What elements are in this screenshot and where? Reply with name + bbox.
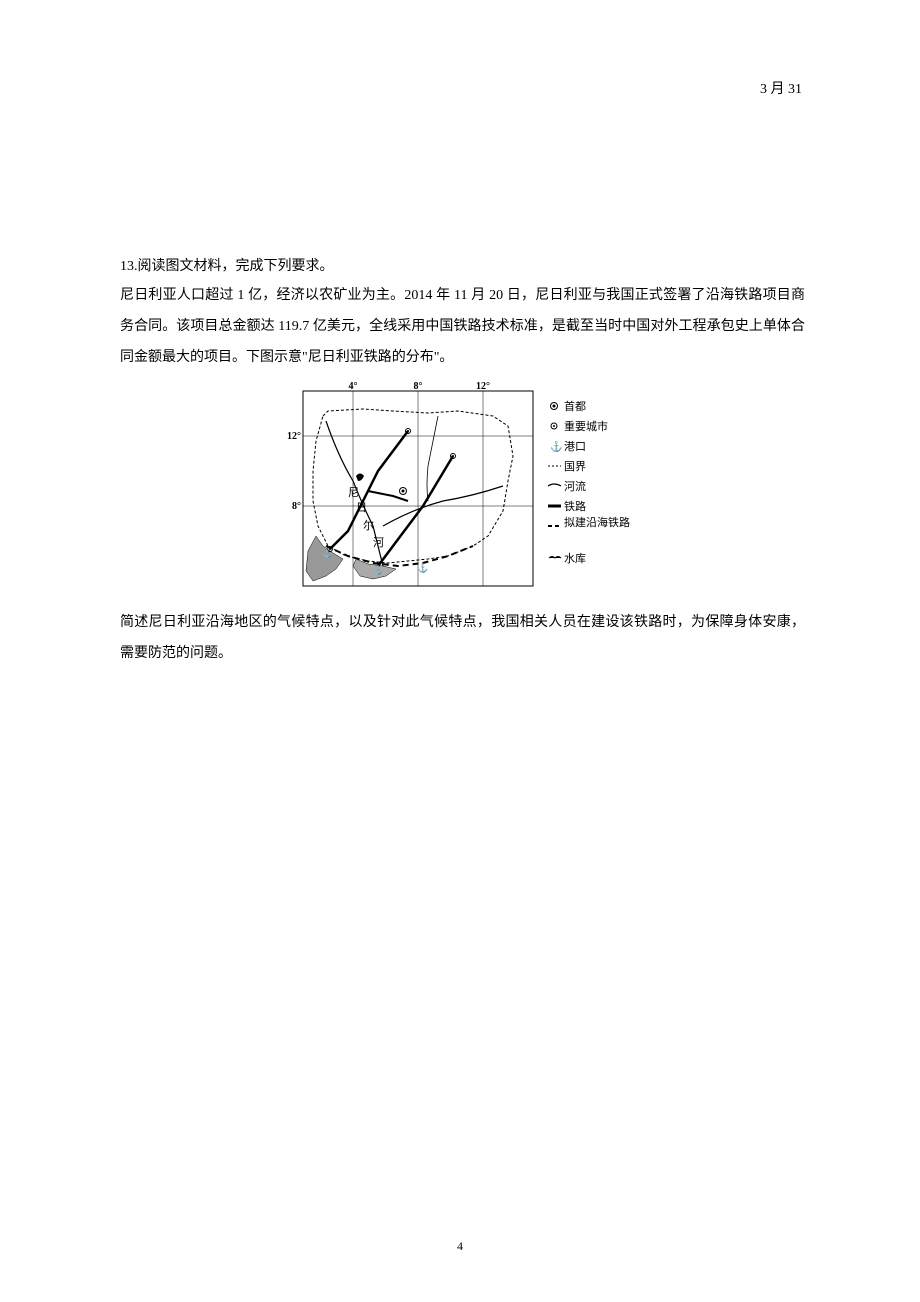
question-number: 13. [120, 259, 138, 274]
railway-2 [378, 456, 453, 566]
reservoir-1 [356, 474, 364, 482]
question-body: 尼日利亚人口超过 1 亿，经济以农矿业为主。2014 年 11 月 20 日，尼… [120, 281, 805, 373]
svg-text:⚓: ⚓ [322, 547, 333, 558]
legend: 首都 重要城市 ⚓ 港口 国界 河流 铁路 拟建沿海铁路 [548, 399, 630, 565]
nigeria-map-svg: 4° 8° 12° 12° 8° [278, 381, 648, 596]
question-intro-text: 阅读图文材料，完成下列要求。 [138, 259, 334, 274]
question-prompt: 简述尼日利亚沿海地区的气候特点，以及针对此气候特点，我国相关人员在建设该铁路时，… [120, 608, 805, 670]
lon-label-4: 4° [348, 381, 357, 392]
river-char-3: 尔 [363, 519, 374, 532]
legend-city: 重要城市 [564, 419, 608, 433]
legend-capital: 首都 [564, 399, 586, 413]
railway-branch [368, 491, 408, 501]
river-char-4: 河 [373, 536, 384, 549]
legend-planned-1: 拟建沿海铁路 [564, 515, 630, 529]
lon-label-12: 12° [476, 381, 490, 392]
svg-text:⚓: ⚓ [550, 440, 562, 453]
page-number: 4 [457, 1239, 463, 1254]
lon-label-8: 8° [413, 381, 422, 392]
svg-text:⚓: ⚓ [417, 562, 428, 573]
legend-border: 国界 [564, 460, 586, 473]
legend-railway: 铁路 [564, 500, 586, 513]
lat-label-8: 8° [292, 501, 301, 512]
header-date: 3 月 31 [760, 78, 802, 98]
river-char-2: 日 [356, 502, 367, 514]
svg-text:⚓: ⚓ [372, 564, 383, 575]
map-figure: 4° 8° 12° 12° 8° [278, 381, 648, 596]
legend-port: 港口 [564, 440, 586, 453]
lat-label-12: 12° [287, 431, 301, 442]
question-intro: 13.阅读图文材料，完成下列要求。 [120, 253, 805, 281]
legend-reservoir: 水库 [564, 552, 586, 565]
legend-river: 河流 [564, 479, 586, 493]
planned-railway [326, 546, 473, 566]
river-char-1: 尼 [348, 486, 359, 499]
content-area: 13.阅读图文材料，完成下列要求。 尼日利亚人口超过 1 亿，经济以农矿业为主。… [120, 253, 805, 670]
